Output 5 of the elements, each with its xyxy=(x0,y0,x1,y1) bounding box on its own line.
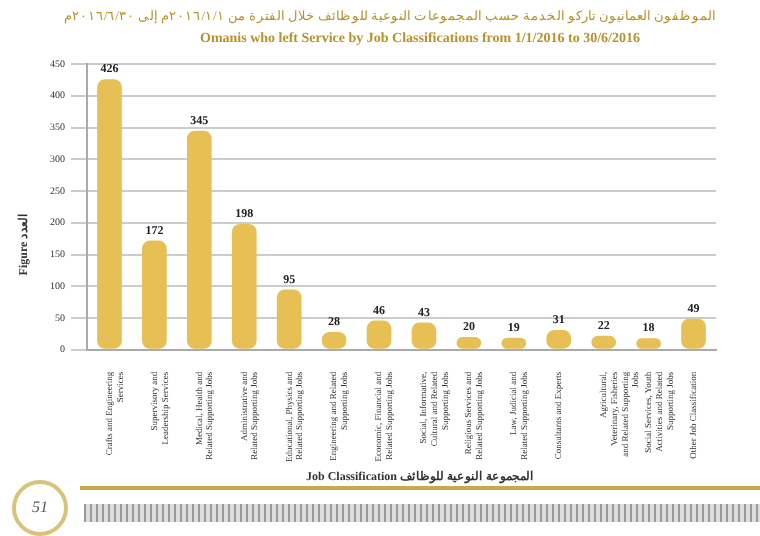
bar xyxy=(276,289,302,349)
bar xyxy=(231,224,257,349)
bar xyxy=(97,79,122,349)
bar xyxy=(142,240,167,349)
bar xyxy=(186,130,212,349)
